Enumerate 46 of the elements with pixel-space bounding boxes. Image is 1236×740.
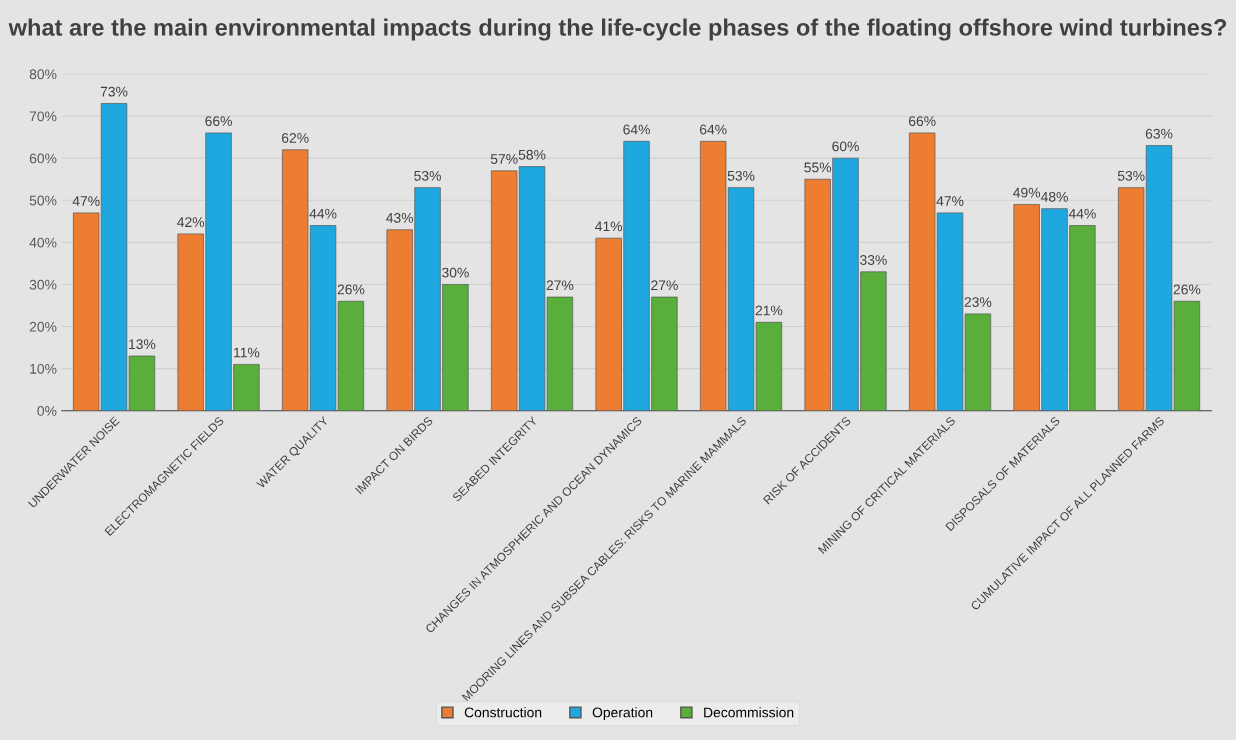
y-tick-label: 20% xyxy=(29,321,57,332)
data-label: 49% xyxy=(1013,187,1041,198)
data-label: 73% xyxy=(100,86,128,97)
data-label: 58% xyxy=(518,149,546,160)
chart-title: what are the main environmental impacts during the life-cycle phases of the floating offshore wind turbines? xyxy=(8,18,1227,41)
data-label: 64% xyxy=(699,124,727,135)
data-label: 42% xyxy=(177,217,205,227)
legend-label: Construction xyxy=(464,707,542,718)
data-label: 13% xyxy=(129,339,156,350)
data-label: 64% xyxy=(623,124,650,135)
data-label: 30% xyxy=(442,267,469,278)
y-tick-label: 70% xyxy=(29,111,57,122)
data-label: 66% xyxy=(205,116,232,127)
data-label: 26% xyxy=(1173,284,1201,295)
legend-label: Operation xyxy=(592,707,653,721)
data-label: 44% xyxy=(309,208,337,219)
y-tick-label: 0% xyxy=(37,406,57,416)
data-label: 47% xyxy=(936,196,964,206)
legend-label: Decommission xyxy=(704,707,794,718)
y-tick-label: 60% xyxy=(29,153,57,164)
data-label: 21% xyxy=(755,305,783,316)
data-label: 43% xyxy=(386,212,414,223)
data-label: 63% xyxy=(1145,128,1173,139)
y-tick-label: 40% xyxy=(29,237,57,248)
y-tick-label: 30% xyxy=(29,279,57,290)
y-tick-label: 50% xyxy=(29,195,57,206)
y-tick-label: 10% xyxy=(30,363,57,374)
data-label: 23% xyxy=(964,297,992,307)
data-label: 26% xyxy=(337,284,365,295)
data-label: 55% xyxy=(804,162,832,173)
data-label: 60% xyxy=(832,141,859,152)
data-label: 27% xyxy=(546,280,574,291)
data-label: 53% xyxy=(414,170,441,181)
y-tick-label: 80% xyxy=(29,69,57,80)
data-label: 57% xyxy=(490,154,518,164)
data-label: 47% xyxy=(72,196,100,206)
data-label: 48% xyxy=(1040,191,1068,202)
data-label: 41% xyxy=(595,221,623,232)
data-label: 11% xyxy=(234,347,260,358)
data-label: 44% xyxy=(1068,208,1096,219)
data-label: 62% xyxy=(281,133,309,143)
data-label: 53% xyxy=(1117,170,1145,181)
data-label: 66% xyxy=(908,116,936,127)
data-label: 53% xyxy=(727,170,755,181)
data-label: 27% xyxy=(651,280,678,291)
data-label: 33% xyxy=(860,255,887,265)
